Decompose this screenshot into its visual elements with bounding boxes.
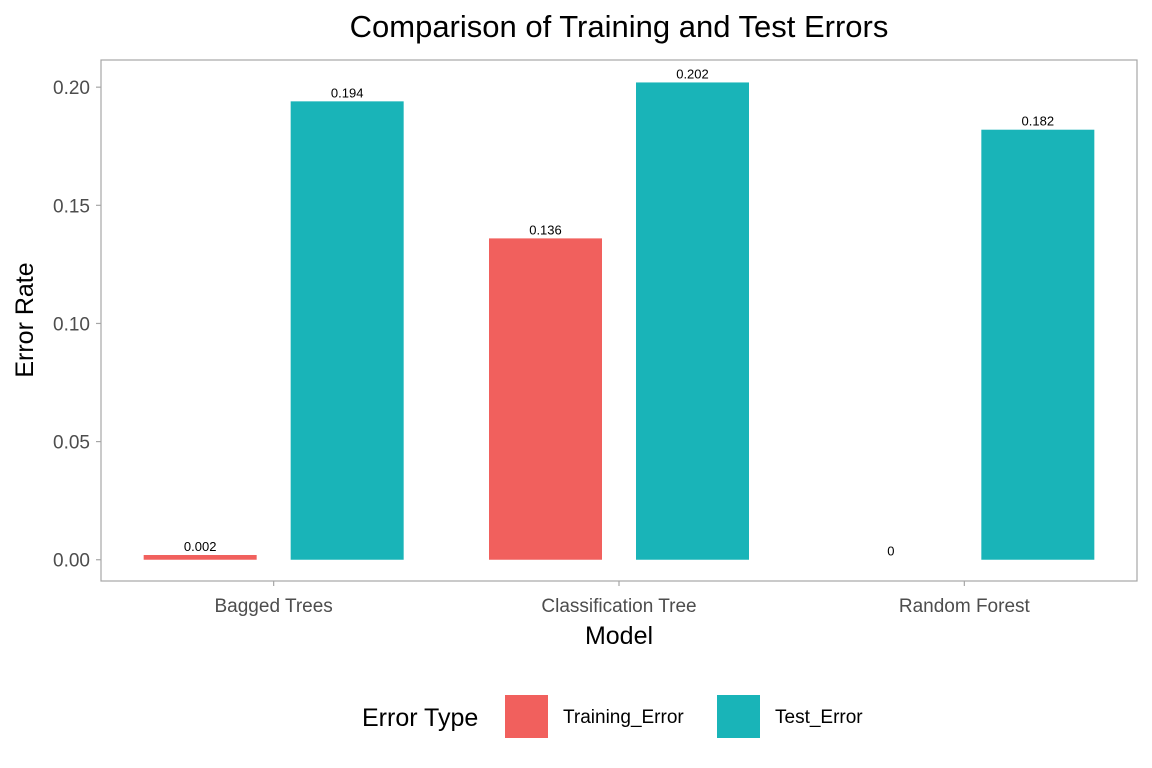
bar-value-label: 0.136 [529,222,562,237]
bars-layer [143,82,1095,560]
legend-label: Training_Error [563,707,684,728]
bar-value-label: 0.202 [676,66,709,81]
y-tick-label: 0.15 [53,196,90,217]
y-tick-label: 0.00 [53,551,90,572]
legend-key-test-error [717,695,760,738]
bar-value-label: 0.194 [331,85,364,100]
bar-training-error [489,238,602,560]
y-tick-label: 0.20 [53,78,90,99]
legend-items: Training_Error Test_Error [505,695,863,738]
bar-test-error [636,82,749,560]
y-axis: 0.00 0.05 0.10 0.15 0.20 [53,78,101,572]
bar-test-error [290,101,404,560]
x-tick-label: Random Forest [899,596,1031,617]
legend: Error Type Training_Error Test_Error [362,695,863,738]
bar-value-label: 0.182 [1022,114,1055,129]
bar-labels-layer: 0.002 0.136 0 0.194 0.202 0.182 [184,66,1054,558]
x-tick-label: Bagged Trees [215,596,333,617]
x-axis-title: Model [585,622,653,650]
chart-title: Comparison of Training and Test Errors [350,9,889,44]
bar-value-label: 0 [887,544,894,559]
bar-training-error [143,555,257,560]
bar-value-label: 0.002 [184,539,217,554]
x-tick-label: Classification Tree [541,596,696,617]
bar-test-error [981,129,1095,560]
y-tick-label: 0.05 [53,433,90,454]
legend-key-training-error [505,695,548,738]
y-tick-label: 0.10 [53,314,90,335]
legend-title: Error Type [362,704,478,732]
legend-label: Test_Error [775,707,863,728]
x-axis: Bagged Trees Classification Tree Random Fo… [215,581,1031,617]
y-axis-title: Error Rate [11,262,39,377]
